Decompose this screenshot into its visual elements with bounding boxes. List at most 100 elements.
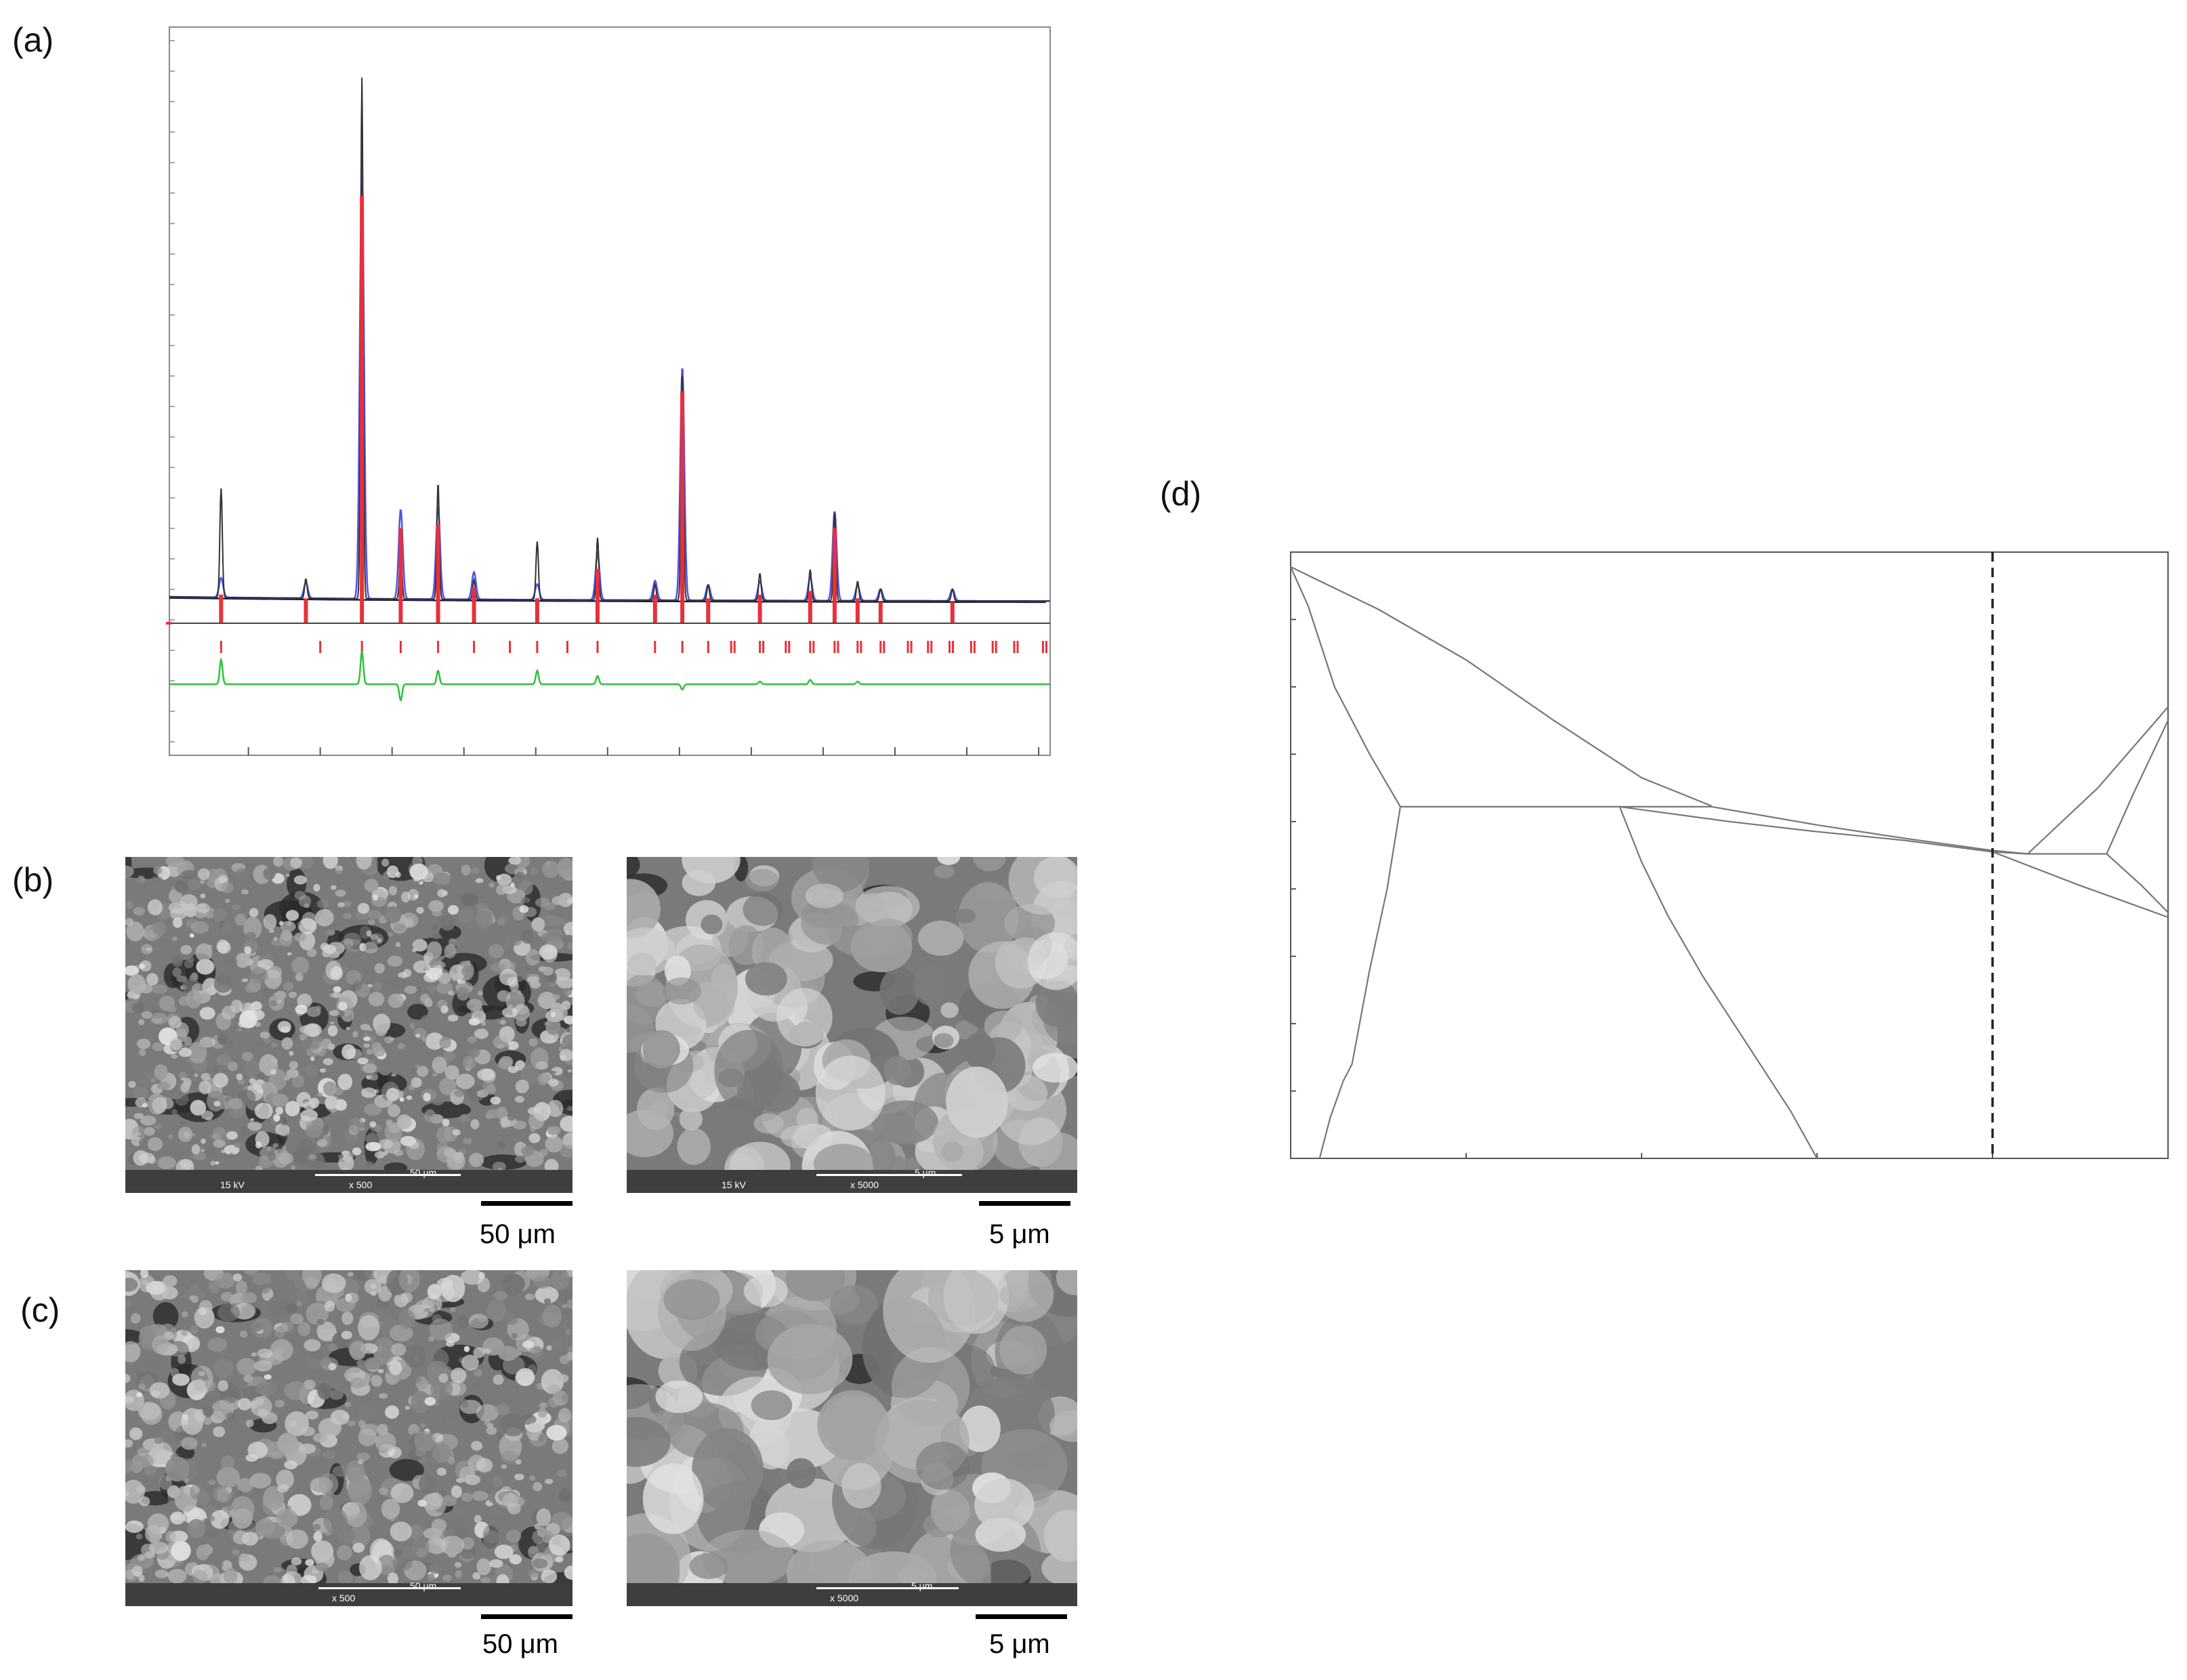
sem-texture-particle [467, 1036, 477, 1043]
sem-texture-particle [349, 1524, 371, 1549]
sem-texture-particle [191, 972, 199, 980]
sem-texture-particle [232, 1549, 240, 1555]
sem-texture-particle [206, 868, 220, 882]
sem-texture-particle [917, 921, 964, 957]
sem-texture-particle [332, 991, 341, 999]
sem-texture-particle [531, 917, 545, 932]
sem-texture-particle [501, 1412, 525, 1437]
sem-texture-particle [310, 1056, 315, 1062]
sem-texture-particle [221, 925, 231, 933]
sem-texture-particle [937, 857, 961, 865]
sem-texture-particle [316, 1046, 326, 1057]
sem-texture-particle [363, 1036, 371, 1041]
sem-texture-particle [541, 933, 554, 942]
sem-texture-particle [168, 1016, 182, 1029]
sem-texture-particle [190, 1099, 207, 1116]
sem-texture-particle [568, 1346, 572, 1353]
sem-texture-particle [304, 1339, 321, 1351]
sem-texture-particle [391, 1073, 397, 1077]
sem-texture-particle [152, 1097, 167, 1114]
sem-texture-particle [131, 1566, 143, 1576]
sem-texture-particle [428, 1336, 435, 1342]
sem-texture-particle [460, 892, 479, 906]
sem-texture-particle [934, 864, 955, 879]
sem-texture-particle [300, 1109, 318, 1122]
sem-texture-particle [386, 1087, 400, 1101]
sem-texture-particle [377, 1555, 396, 1576]
sem-texture-particle [404, 1344, 426, 1369]
sem-texture-particle [321, 1273, 346, 1293]
sem-texture-particle [560, 1116, 572, 1132]
sem-texture-particle [973, 857, 1006, 872]
sem-texture-particle [805, 883, 844, 908]
sem-texture-particle [305, 1559, 314, 1566]
sem-texture-particle [130, 1134, 138, 1140]
sem-texture-particle [322, 857, 338, 869]
sem-texture-particle [235, 1280, 248, 1295]
sem-texture-particle [322, 898, 328, 903]
sem-texture-particle [714, 1030, 784, 1112]
sem-texture-particle [457, 1314, 470, 1329]
sem-texture-particle [474, 910, 493, 930]
sem-texture-particle [154, 1569, 168, 1578]
sem-texture-particle [327, 1343, 337, 1351]
sem-texture-particle [474, 1515, 482, 1524]
sem-texture-particle [232, 1508, 253, 1529]
sem-texture-particle [501, 1007, 518, 1018]
sem-texture-particle [247, 1121, 262, 1131]
sem-texture-particle [1056, 1270, 1077, 1295]
sem-texture-particle [455, 1073, 475, 1089]
sem-texture-particle [288, 991, 297, 999]
sem-texture-particle [225, 999, 232, 1006]
sem-texture-particle [125, 1278, 138, 1292]
sem-texture-particle [277, 1152, 294, 1164]
sem-texture-particle [133, 906, 145, 916]
sem-texture-particle [500, 1020, 506, 1025]
sem-texture-particle [446, 1528, 455, 1536]
reflection-peak-bar [304, 598, 308, 623]
sem-texture-particle [361, 1087, 377, 1098]
sem-texture-particle [655, 1380, 703, 1413]
sem-texture-particle [481, 1022, 486, 1026]
sem-texture-particle [352, 1542, 365, 1553]
sem-texture-particle [278, 1114, 290, 1126]
sem-texture-particle [871, 1100, 938, 1145]
sem-texture-particle [505, 935, 522, 946]
sem-texture-particle [459, 1114, 470, 1122]
sem-texture-particle [442, 1051, 456, 1062]
sem-texture-particle [537, 1073, 551, 1085]
sem-texture-particle [262, 1486, 285, 1511]
sem-texture-particle [451, 1485, 462, 1498]
sem-texture-particle [448, 905, 459, 915]
sem-texture-particle [476, 1558, 491, 1576]
sem-texture-particle [438, 972, 451, 984]
sem-texture-particle [507, 1003, 514, 1011]
sem-texture-particle [137, 1447, 149, 1456]
sem-texture-particle [663, 977, 701, 1005]
sem-texture-particle [542, 860, 560, 878]
sem-texture-particle [276, 1469, 295, 1490]
sem-texture-particle [366, 1049, 373, 1055]
sem-texture-particle [256, 1089, 264, 1094]
sem-texture-particle [495, 1404, 510, 1416]
sem-texture-particle [432, 872, 451, 886]
sem-texture-particle [562, 1393, 568, 1402]
sem-texture-particle [959, 1405, 1001, 1452]
sem-texture-particle [270, 1069, 277, 1075]
sem-texture-particle [139, 1049, 146, 1056]
sem-texture-particle [238, 1553, 249, 1562]
sem-texture-particle [167, 1005, 177, 1013]
sem-texture-particle [316, 1318, 325, 1326]
sem-texture-particle [215, 1326, 225, 1334]
sem-texture-particle [277, 998, 283, 1004]
sem-texture-particle [389, 1360, 402, 1376]
sem-texture-particle [135, 1132, 142, 1136]
sem-texture-particle [505, 1529, 522, 1543]
sem-internal-scale-label: 50 µm [410, 1580, 437, 1591]
sem-texture-particle [352, 1270, 373, 1281]
sem-texture-particle [139, 963, 146, 969]
sem-texture-particle [475, 878, 484, 883]
sem-texture-particle [295, 1005, 308, 1015]
sem-texture-particle [883, 1270, 976, 1363]
sem-texture-particle [189, 933, 194, 938]
